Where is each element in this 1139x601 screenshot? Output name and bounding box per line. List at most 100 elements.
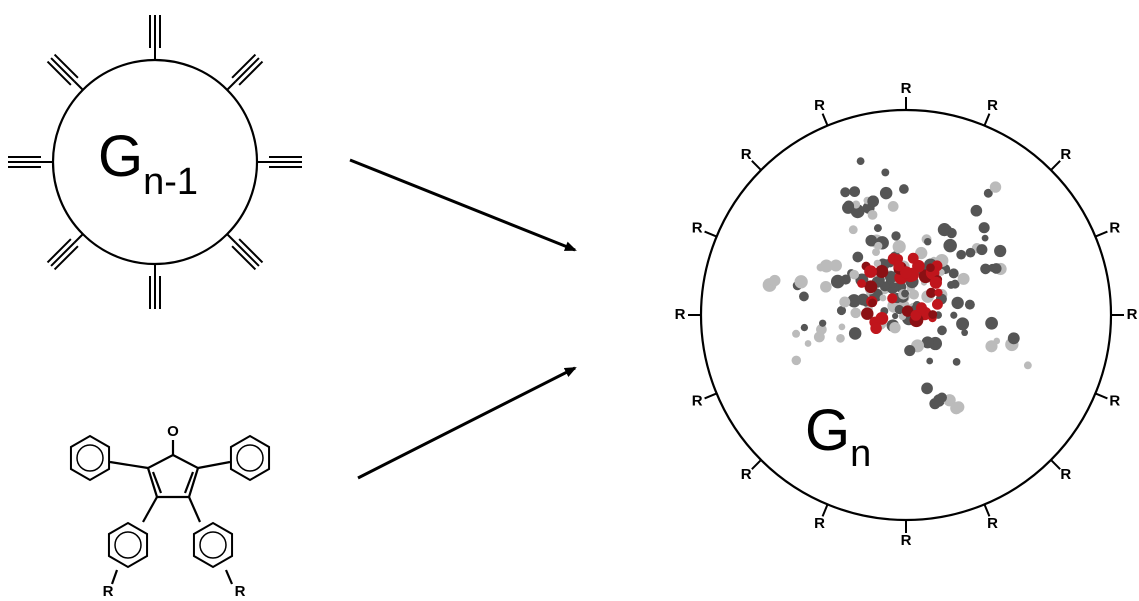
atom — [874, 242, 882, 250]
atom — [949, 268, 959, 278]
substituent-label: R — [103, 583, 114, 600]
atom — [857, 279, 866, 288]
atom — [875, 265, 888, 278]
periphery-bond — [1051, 460, 1060, 469]
atom — [843, 201, 854, 212]
atom — [908, 253, 919, 264]
atom — [820, 260, 833, 273]
bond-stem — [227, 81, 235, 89]
atom — [928, 310, 937, 319]
atom — [769, 275, 780, 286]
atom — [840, 187, 850, 197]
atom — [857, 157, 865, 165]
atom — [836, 334, 845, 343]
atom — [849, 186, 860, 197]
atom — [953, 358, 961, 366]
atom — [839, 296, 850, 307]
periphery-label: R — [741, 466, 752, 483]
atom — [867, 196, 879, 208]
atom — [852, 252, 863, 263]
atom — [864, 265, 877, 278]
atom — [956, 250, 966, 260]
periphery-bond — [752, 161, 761, 170]
core-label: Gn-1 — [98, 124, 198, 203]
atom — [805, 340, 812, 347]
periphery-label: R — [692, 219, 703, 236]
atom — [982, 235, 989, 242]
periphery-label: R — [692, 392, 703, 409]
atom — [868, 210, 878, 220]
substituent-label: R — [235, 583, 246, 600]
atom — [994, 245, 1006, 257]
atom — [849, 225, 858, 234]
atom — [888, 201, 899, 212]
atom — [926, 263, 935, 272]
atom — [901, 290, 909, 298]
atom — [881, 168, 889, 176]
atom — [979, 222, 990, 233]
atom — [849, 327, 862, 340]
decoration — [8, 15, 1032, 567]
aromatic-ring — [200, 532, 226, 558]
atom — [950, 312, 957, 319]
bond-stem — [74, 234, 82, 242]
periphery-label: R — [675, 306, 686, 323]
atom — [932, 299, 943, 310]
product-letter: G — [805, 398, 850, 463]
periphery-bond — [984, 114, 989, 126]
periphery-label: R — [987, 97, 998, 114]
atom — [985, 340, 997, 352]
periphery-label: R — [741, 146, 752, 163]
periphery-bond — [1095, 393, 1107, 398]
periphery-bond — [705, 232, 717, 237]
atom — [892, 313, 898, 319]
periphery-bond — [823, 114, 828, 126]
atom — [814, 332, 825, 343]
core-subscript: n-1 — [143, 161, 198, 203]
periphery-bond — [705, 393, 717, 398]
atom — [887, 293, 897, 303]
atom — [819, 320, 826, 327]
atom — [924, 238, 931, 245]
atom — [985, 317, 998, 330]
core-letter: G — [98, 124, 143, 189]
atom — [849, 270, 859, 280]
atom — [820, 281, 832, 293]
atom — [794, 275, 807, 288]
product-label: Gn — [805, 398, 871, 475]
atom — [921, 383, 933, 395]
aromatic-ring — [77, 445, 103, 471]
atom — [990, 181, 1001, 192]
atom — [916, 302, 927, 313]
atom — [929, 398, 940, 409]
bond-stem — [74, 81, 82, 89]
atom — [951, 297, 963, 309]
atom — [893, 260, 904, 271]
atom — [904, 345, 915, 356]
atom — [944, 240, 955, 251]
atom — [971, 205, 983, 217]
periphery-label: R — [1060, 146, 1071, 163]
atom — [882, 282, 889, 289]
monomer-structure — [110, 440, 232, 584]
periphery-label: R — [814, 515, 825, 532]
atom — [926, 358, 933, 365]
atom — [1024, 361, 1032, 369]
atom — [801, 324, 808, 331]
atom — [953, 401, 965, 413]
atom — [961, 329, 968, 336]
aromatic-ring — [115, 532, 141, 558]
atom — [956, 317, 969, 330]
atom — [938, 223, 951, 236]
periphery-label: R — [987, 515, 998, 532]
aromatic-ring — [237, 445, 263, 471]
atom — [1008, 332, 1020, 344]
arrow — [350, 160, 575, 250]
atom — [909, 289, 919, 299]
atom — [991, 263, 1002, 274]
periphery-bond — [1051, 161, 1060, 170]
oxygen-label: O — [167, 423, 179, 440]
atom — [965, 300, 975, 310]
diagram: Gn-1 O R R Gn RRRRRRRRRRRRRRRR — [0, 0, 1139, 601]
periphery-label: R — [1109, 392, 1120, 409]
